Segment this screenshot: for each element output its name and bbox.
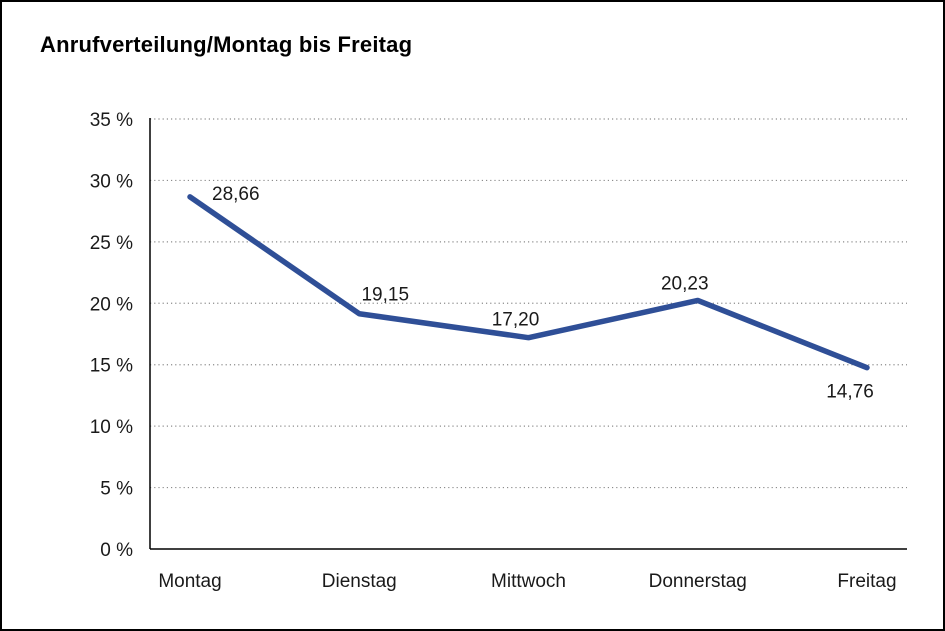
series-line <box>187 194 870 371</box>
data-label: 14,76 <box>826 382 874 403</box>
y-tick-label: 15 % <box>90 356 133 377</box>
x-axis-label: Mittwoch <box>491 571 566 592</box>
data-label: 20,23 <box>661 273 709 294</box>
x-axis-label: Dienstag <box>322 571 397 592</box>
y-tick-label: 25 % <box>90 233 133 254</box>
data-label: 19,15 <box>361 285 409 306</box>
y-tick-label: 20 % <box>90 294 133 315</box>
y-tick-label: 5 % <box>100 479 133 500</box>
x-axis-label: Montag <box>158 571 221 592</box>
data-label: 17,20 <box>492 310 540 331</box>
data-label: 28,66 <box>212 184 260 205</box>
x-axis-label: Freitag <box>837 571 896 592</box>
y-tick-label: 35 % <box>90 110 133 131</box>
y-tick-label: 30 % <box>90 171 133 192</box>
chart-title: Anrufverteilung/Montag bis Freitag <box>40 32 413 57</box>
x-axis-label: Donnerstag <box>649 571 747 592</box>
y-tick-label: 0 % <box>100 540 133 561</box>
y-tick-label: 10 % <box>90 417 133 438</box>
